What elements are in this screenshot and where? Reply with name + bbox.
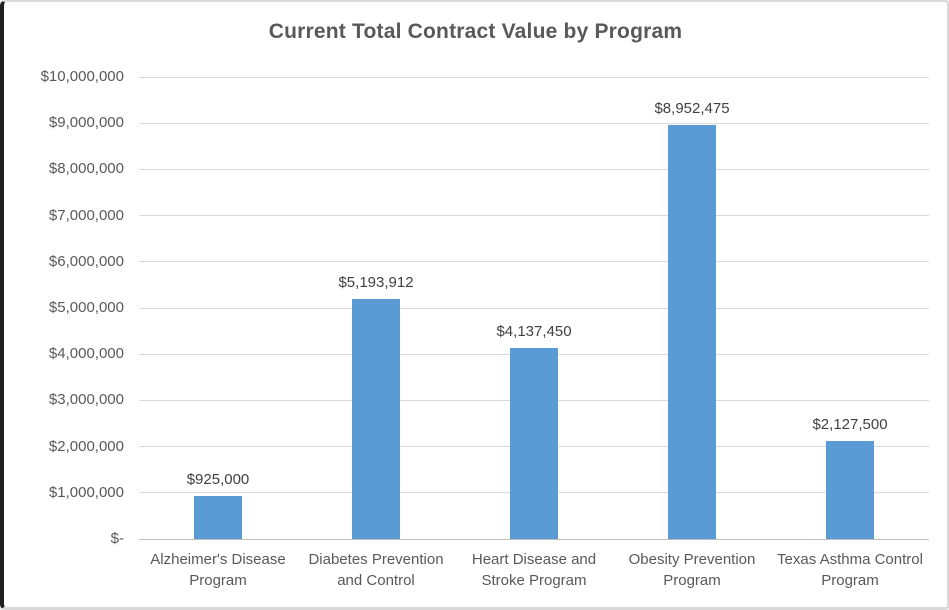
bar-value-label: $8,952,475 [654, 100, 730, 118]
bar-slot: $4,137,450 [455, 77, 613, 539]
x-category-label: Obesity Prevention Program [628, 551, 756, 589]
x-category-label: Alzheimer's Disease Program [150, 551, 286, 589]
y-tick-label: $2,000,000 [48, 437, 124, 455]
y-tick-label: $5,000,000 [48, 299, 124, 316]
bar[interactable] [826, 440, 874, 539]
gridline [139, 261, 929, 263]
bar-slot: $5,193,912 [297, 77, 455, 539]
gridline [139, 215, 929, 217]
chart-title: Current Total Contract Value by Program [268, 20, 683, 43]
y-axis-labels: $- $1,000,000 $2,000,000 $3,000,000 $4,000,0… [12, 68, 124, 547]
y-tick-label: $7,000,000 [48, 206, 124, 224]
y-tick-label: $10,000,000 [40, 68, 124, 85]
bar-value-label: $5,193,912 [338, 274, 414, 292]
gridline [139, 307, 929, 309]
bar[interactable] [352, 299, 400, 539]
bar-slot: $925,000 [139, 77, 297, 539]
bar-slot: $2,127,500 [771, 77, 929, 539]
y-tick-label: $8,000,000 [48, 160, 124, 178]
x-category-label: Diabetes Prevention and Control [308, 551, 444, 589]
bar[interactable] [668, 125, 716, 539]
bar[interactable] [194, 496, 242, 539]
y-tick-label: $- [110, 530, 124, 547]
plot-area: $925,000 $5,193,912 $4,137,450 $8,952,475 $2… [139, 76, 929, 540]
x-category-label: Texas Asthma Control Program [777, 551, 923, 589]
gridline [139, 76, 929, 78]
y-tick-label: $1,000,000 [48, 483, 124, 501]
bar-slot: $8,952,475 [613, 77, 771, 539]
y-tick-label: $6,000,000 [48, 252, 124, 270]
bar[interactable] [510, 347, 558, 539]
bar-value-label: $925,000 [186, 471, 250, 489]
gridline [139, 122, 929, 124]
x-category-label: Heart Disease and Stroke Program [471, 551, 597, 589]
y-tick-label: $4,000,000 [48, 345, 124, 363]
bar-value-label: $2,127,500 [812, 415, 888, 433]
gridline [139, 168, 929, 170]
y-tick-label: $3,000,000 [48, 391, 124, 409]
y-tick-label: $9,000,000 [48, 114, 124, 132]
bar-value-label: $4,137,450 [496, 322, 572, 340]
x-axis-line [139, 539, 929, 540]
